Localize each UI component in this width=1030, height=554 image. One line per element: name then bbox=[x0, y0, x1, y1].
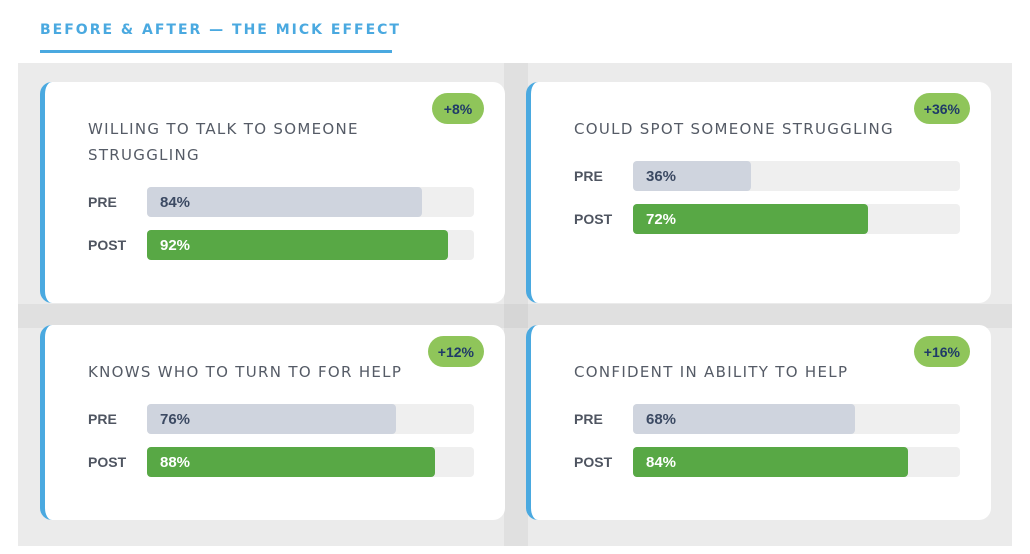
grid-divider-cross bbox=[504, 304, 528, 328]
change-badge: +16% bbox=[913, 336, 970, 367]
metric-card: +36% COULD SPOT SOMEONE STRUGGLING PRE 36% P… bbox=[526, 82, 991, 303]
pre-label: PRE bbox=[574, 411, 603, 427]
post-label: POST bbox=[574, 211, 613, 227]
pre-label: PRE bbox=[88, 411, 117, 427]
pre-bar: 76% bbox=[147, 404, 396, 434]
pre-row: PRE 84% bbox=[88, 187, 478, 217]
pre-bar-track: 76% bbox=[147, 404, 474, 434]
post-value-label: 88% bbox=[160, 453, 191, 471]
post-value-label: 72% bbox=[646, 210, 677, 228]
page-title: BEFORE & AFTER — THE MICK EFFECT bbox=[40, 22, 399, 53]
post-bar-track: 84% bbox=[633, 447, 960, 477]
metric-title: KNOWS WHO TO TURN TO FOR HELP bbox=[88, 363, 403, 381]
change-badge: +12% bbox=[427, 336, 484, 367]
pre-bar: 68% bbox=[633, 404, 855, 434]
pre-value-label: 84% bbox=[160, 193, 191, 211]
pre-bar-track: 84% bbox=[147, 187, 474, 217]
change-badge: +36% bbox=[913, 93, 970, 124]
post-label: POST bbox=[574, 454, 613, 470]
metric-title: CONFIDENT IN ABILITY TO HELP bbox=[574, 363, 849, 381]
pre-bar: 84% bbox=[147, 187, 422, 217]
post-row: POST 92% bbox=[88, 230, 478, 260]
post-label: POST bbox=[88, 237, 127, 253]
change-badge: +8% bbox=[432, 93, 484, 124]
post-value-label: 84% bbox=[646, 453, 677, 471]
pre-value-label: 68% bbox=[646, 410, 677, 428]
post-row: POST 84% bbox=[574, 447, 964, 477]
post-bar-track: 88% bbox=[147, 447, 474, 477]
pre-bar-track: 68% bbox=[633, 404, 960, 434]
post-label: POST bbox=[88, 454, 127, 470]
metric-card: +16% CONFIDENT IN ABILITY TO HELP PRE 68% PO… bbox=[526, 325, 991, 520]
pre-label: PRE bbox=[574, 168, 603, 184]
post-bar-track: 92% bbox=[147, 230, 474, 260]
post-bar: 72% bbox=[633, 204, 868, 234]
post-row: POST 72% bbox=[574, 204, 964, 234]
pre-bar: 36% bbox=[633, 161, 751, 191]
post-bar: 88% bbox=[147, 447, 435, 477]
metric-card: +12% KNOWS WHO TO TURN TO FOR HELP PRE 76% P… bbox=[40, 325, 505, 520]
post-value-label: 92% bbox=[160, 236, 191, 254]
pre-row: PRE 36% bbox=[574, 161, 964, 191]
header: BEFORE & AFTER — THE MICK EFFECT bbox=[40, 22, 399, 53]
metric-title: WILLING TO TALK TO SOMEONE STRUGGLING bbox=[88, 120, 359, 164]
post-bar: 84% bbox=[633, 447, 908, 477]
pre-bar-track: 36% bbox=[633, 161, 960, 191]
pre-label: PRE bbox=[88, 194, 117, 210]
post-row: POST 88% bbox=[88, 447, 478, 477]
metric-title: COULD SPOT SOMEONE STRUGGLING bbox=[574, 120, 894, 138]
post-bar: 92% bbox=[147, 230, 448, 260]
pre-value-label: 36% bbox=[646, 167, 677, 185]
post-bar-track: 72% bbox=[633, 204, 960, 234]
pre-row: PRE 76% bbox=[88, 404, 478, 434]
pre-row: PRE 68% bbox=[574, 404, 964, 434]
pre-value-label: 76% bbox=[160, 410, 191, 428]
metric-card: +8% WILLING TO TALK TO SOMEONE STRUGGLING… bbox=[40, 82, 505, 303]
